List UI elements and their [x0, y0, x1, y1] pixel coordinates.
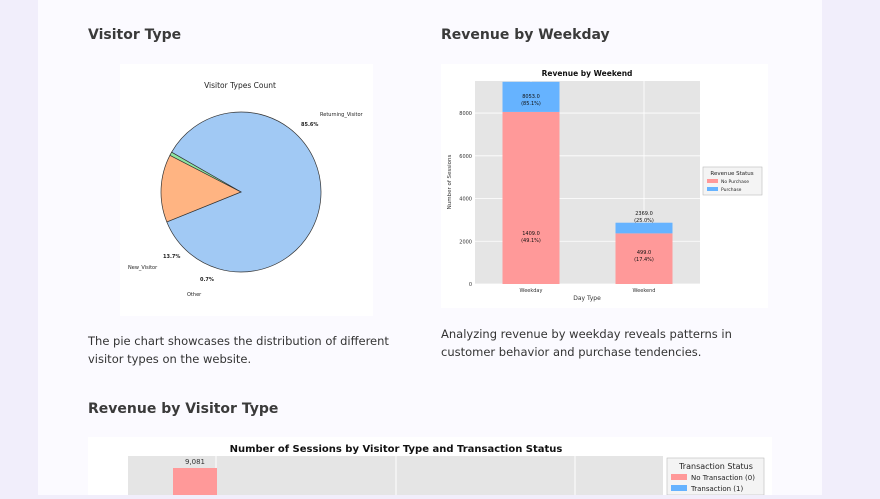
- y-tick-label: 4000: [459, 197, 472, 203]
- label-weekend-nopurchase-pct: (17.4%): [634, 257, 654, 263]
- pie-slice-new-visitor: [160, 154, 242, 223]
- x-tick-weekend: Weekend: [633, 288, 656, 294]
- label-weekday-purchase-value: 8053.0: [522, 94, 540, 100]
- revenue-by-visitor-type-title: Revenue by Visitor Type: [88, 401, 279, 417]
- legend-swatch-purchase: [707, 187, 718, 191]
- transaction-legend: Transaction Status No Transaction (0) Tr…: [666, 457, 765, 496]
- visitor-transaction-figure: Number of Sessions by Visitor Type and T…: [88, 437, 772, 496]
- visitor-transaction-bar-chart: Number of Sessions by Visitor Type and T…: [128, 444, 765, 496]
- y-tick-label: 6000: [459, 154, 472, 160]
- pie-slice-other: [169, 151, 242, 193]
- label-weekday-nopurchase-pct: (49.1%): [521, 238, 541, 244]
- legend-label-no-purchase: No Purchase: [721, 179, 749, 185]
- pie-pct-new-visitor: 13.7%: [163, 254, 180, 260]
- visitor-type-description: The pie chart showcases the distribution…: [88, 334, 389, 366]
- bar-weekend-purchase: [615, 222, 673, 234]
- legend-label-transaction: Transaction (1): [690, 485, 743, 493]
- y-tick-label: 8000: [459, 111, 472, 117]
- bar-rects: [502, 81, 673, 284]
- pie-title: Visitor Types Count: [204, 81, 276, 90]
- label-weekend-purchase-pct: (25.0%): [634, 218, 654, 224]
- y-tick-label: 0: [469, 282, 472, 288]
- pie-slices: [160, 111, 322, 273]
- revenue-weekday-figure: Revenue by Weekend 0 2000 4000 6000 8000 Wee…: [441, 64, 768, 308]
- bar-weekday-purchase: [502, 81, 560, 112]
- legend-swatch-no-purchase: [707, 179, 718, 183]
- pie-pct-other: 0.7%: [200, 277, 214, 283]
- revenue-weekday-bar-chart: Revenue by Weekend 0 2000 4000 6000 8000 Wee…: [447, 69, 763, 302]
- legend-swatch-no-transaction: [671, 474, 687, 480]
- bar-no-transaction: [173, 468, 217, 495]
- legend-swatch-transaction: [671, 485, 687, 491]
- transaction-legend-title: Transaction Status: [678, 462, 753, 471]
- bar-legend: Revenue Status No Purchase Purchase: [702, 166, 763, 196]
- bar-chart-title: Revenue by Weekend: [542, 69, 633, 78]
- visitor-type-pie-chart: Visitor Types Count Returning_Visitor 85…: [128, 81, 364, 298]
- visitor-type-pie-figure: Visitor Types Count Returning_Visitor 85…: [120, 64, 373, 316]
- sessions-chart-title: Number of Sessions by Visitor Type and T…: [230, 444, 563, 455]
- bar-ticks: 0 2000 4000 6000 8000: [459, 111, 472, 288]
- label-weekend-nopurchase-value: 499.0: [637, 250, 651, 256]
- bar-value-label: 9,081: [185, 458, 205, 466]
- bar-weekend-no-purchase: [615, 233, 673, 284]
- pie-pct-returning-visitor: 85.6%: [301, 122, 318, 128]
- legend-title: Revenue Status: [710, 171, 753, 177]
- legend-label-no-transaction: No Transaction (0): [691, 474, 755, 482]
- x-axis-label: Day Type: [573, 295, 601, 302]
- label-weekend-purchase-value: 2369.0: [635, 211, 653, 217]
- legend-label-purchase: Purchase: [721, 187, 742, 193]
- y-axis-label: Number of Sessions: [447, 154, 453, 209]
- label-weekday-nopurchase-value: 1409.0: [522, 231, 540, 237]
- revenue-by-weekday-title: Revenue by Weekday: [441, 27, 610, 43]
- y-tick-label: 2000: [459, 239, 472, 245]
- pie-slice-returning-visitor: [166, 111, 322, 273]
- x-tick-weekday: Weekday: [520, 288, 543, 294]
- bar-weekday-no-purchase: [502, 111, 560, 284]
- pie-label-new-visitor: New_Visitor: [128, 265, 158, 271]
- pie-label-other: Other: [187, 292, 202, 298]
- revenue-weekday-description: Analyzing revenue by weekday reveals pat…: [441, 327, 732, 359]
- visitor-type-title: Visitor Type: [88, 27, 182, 43]
- pie-label-returning-visitor: Returning_Visitor: [320, 112, 364, 118]
- content-panel: Visitor Type Visitor Types Count Returni…: [38, 0, 822, 496]
- label-weekday-purchase-pct: (85.1%): [521, 101, 541, 107]
